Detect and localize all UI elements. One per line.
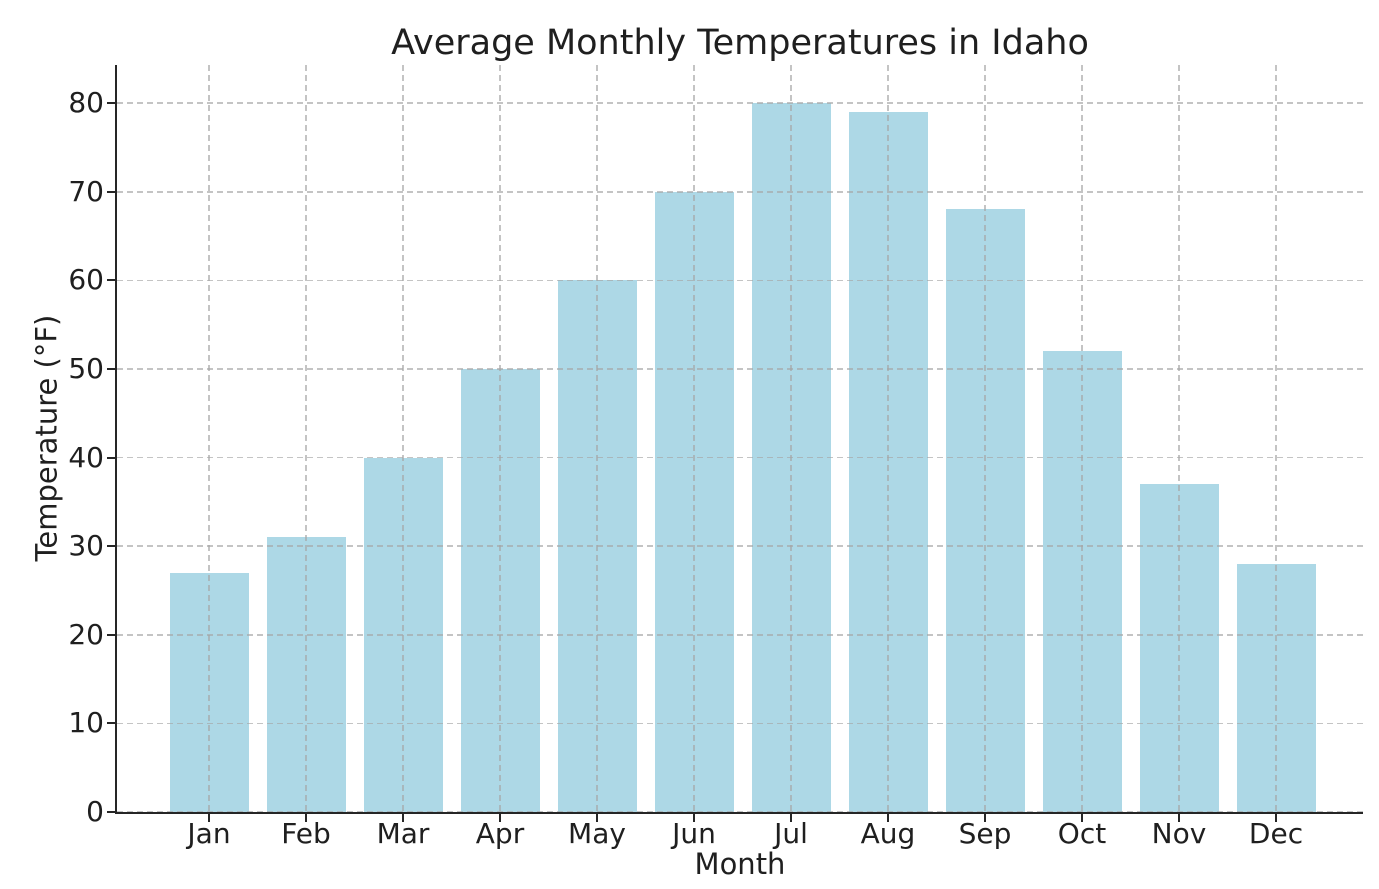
x-tick-mark	[305, 814, 307, 822]
y-tick-mark	[107, 545, 115, 548]
x-tick-label: May	[568, 817, 626, 850]
h-gridline	[117, 456, 1363, 459]
x-tick-mark	[402, 814, 404, 822]
v-gridline	[305, 65, 307, 812]
v-gridline	[499, 65, 501, 812]
h-gridline	[117, 634, 1363, 636]
h-gridline	[117, 368, 1363, 370]
h-gridline	[117, 191, 1363, 193]
x-tick-mark	[1178, 814, 1180, 822]
x-tick-label: Aug	[860, 817, 916, 850]
x-tick-label: Sep	[958, 817, 1012, 850]
y-tick-mark	[107, 367, 115, 370]
y-tick-mark	[107, 633, 115, 636]
h-gridline	[117, 279, 1363, 282]
v-gridline	[887, 65, 889, 812]
h-gridline	[117, 102, 1363, 104]
y-tick-label: 0	[86, 795, 104, 828]
x-tick-label: Mar	[376, 817, 430, 850]
x-tick-label: Dec	[1248, 817, 1304, 850]
y-tick-label: 40	[68, 440, 104, 474]
y-tick-label: 70	[68, 174, 104, 208]
x-tick-label: Oct	[1057, 817, 1107, 850]
h-gridline	[117, 545, 1363, 547]
v-gridline	[208, 65, 210, 812]
y-tick-label: 80	[68, 86, 104, 120]
y-tick-mark	[107, 456, 115, 459]
x-tick-label: Jun	[672, 817, 716, 850]
v-gridline	[402, 65, 404, 812]
y-tick-label: 50	[68, 351, 104, 385]
v-gridline	[790, 65, 792, 812]
y-tick-label: 10	[68, 706, 104, 740]
y-tick-label: 20	[68, 617, 104, 651]
x-tick-mark	[693, 814, 695, 822]
y-tick-mark	[107, 722, 115, 725]
x-tick-mark	[984, 814, 986, 822]
x-tick-mark	[208, 814, 210, 822]
x-tick-label: Feb	[281, 817, 331, 850]
y-tick-mark	[107, 190, 115, 193]
x-tick-mark	[790, 814, 792, 822]
x-tick-mark	[1275, 814, 1277, 822]
x-tick-label: Jul	[774, 817, 808, 850]
y-tick-mark	[107, 102, 115, 105]
x-axis-spine	[115, 812, 1363, 814]
v-gridline	[984, 65, 986, 812]
plot-area	[107, 65, 1363, 822]
x-tick-label: Apr	[475, 817, 525, 850]
x-tick-mark	[1081, 814, 1083, 822]
chart-title: Average Monthly Temperatures in Idaho	[391, 23, 1089, 63]
y-tick-label: 30	[68, 529, 104, 563]
y-tick-mark	[107, 811, 115, 813]
x-tick-mark	[499, 814, 501, 822]
v-gridline	[1081, 65, 1083, 812]
v-gridline	[1275, 65, 1277, 812]
v-gridline	[1178, 65, 1180, 812]
x-axis-label: Month	[694, 847, 786, 881]
y-axis-spine	[115, 65, 117, 814]
y-axis-label: Temperature (°F)	[29, 314, 64, 562]
v-gridline	[693, 65, 695, 812]
x-tick-mark	[887, 814, 889, 822]
x-tick-label: Jan	[187, 817, 231, 850]
h-gridline	[117, 722, 1363, 725]
y-tick-label: 60	[68, 263, 104, 297]
v-gridline	[596, 65, 598, 812]
x-tick-mark	[596, 814, 598, 822]
x-tick-label: Nov	[1151, 817, 1207, 850]
y-tick-mark	[107, 279, 115, 282]
